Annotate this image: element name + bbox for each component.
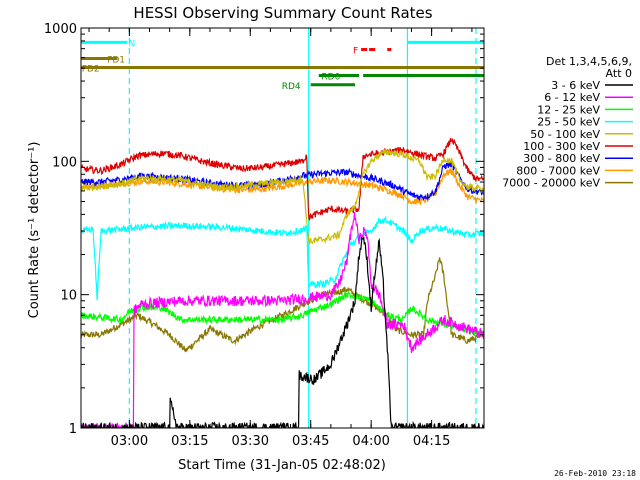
series-line-0 [81, 236, 484, 428]
flag-label-fd1: FD1 [107, 56, 125, 66]
x-tick-label-0: 03:00 [111, 434, 148, 449]
legend-label-2: 12 - 25 keV [537, 103, 600, 116]
x-tick-label-5: 04:15 [413, 434, 450, 449]
series-line-7 [81, 168, 484, 206]
flag-label-f: F [353, 46, 358, 56]
x-tick-label-1: 03:15 [171, 434, 208, 449]
x-tick-label-4: 04:00 [352, 434, 389, 449]
legend-label-8: 7000 - 20000 keV [502, 177, 600, 190]
y-axis-label: Count Rate (s⁻¹ detector⁻¹) [27, 142, 42, 319]
legend-header-1: Att 0 [606, 67, 632, 80]
plot-frame [80, 27, 485, 429]
axes: 1 10 100 1000 03:00 03:15 03:30 03:45 04:00 04:15 [44, 22, 485, 449]
x-tick-label-3: 03:45 [292, 434, 329, 449]
legend-label-1: 6 - 12 keV [544, 91, 600, 104]
legend-label-0: 3 - 6 keV [551, 79, 600, 92]
chart-title: HESSI Observing Summary Count Rates [133, 4, 432, 22]
y-tick-label-1: 10 [60, 289, 77, 304]
flag-label-n: N [129, 39, 136, 49]
y-tick-label-0: 1 [69, 422, 77, 437]
flag-label-rd4: RD4 [282, 82, 301, 92]
y-tick-label-2: 100 [52, 155, 77, 170]
series-line-4 [81, 148, 484, 245]
legend-label-7: 800 - 7000 keV [516, 164, 600, 177]
flag-label-rd0: RD0 [321, 73, 340, 83]
flag-bars: N FD1 FD2 F RD0 RD4 [81, 39, 484, 92]
x-tick-label-2: 03:30 [232, 434, 269, 449]
legend-label-3: 25 - 50 keV [537, 116, 600, 129]
flag-label-fd2: FD2 [82, 65, 100, 75]
y-tick-label-3: 1000 [44, 22, 77, 37]
series-lines [81, 137, 484, 428]
series-line-5 [81, 137, 484, 222]
legend-label-6: 300 - 800 keV [523, 152, 600, 165]
series-line-1 [81, 212, 484, 428]
legend-label-4: 50 - 100 keV [530, 128, 600, 141]
legend-label-5: 100 - 300 keV [523, 140, 600, 153]
footer-timestamp: 26-Feb-2010 23:18 [554, 469, 636, 478]
series-line-8 [81, 257, 484, 353]
series-line-2 [81, 291, 484, 338]
legend-header-0: Det 1,3,4,5,6,9, [546, 55, 632, 68]
x-axis-label: Start Time (31-Jan-05 02:48:02) [178, 458, 386, 473]
series-line-3 [81, 215, 484, 301]
vertical-markers [128, 28, 477, 428]
